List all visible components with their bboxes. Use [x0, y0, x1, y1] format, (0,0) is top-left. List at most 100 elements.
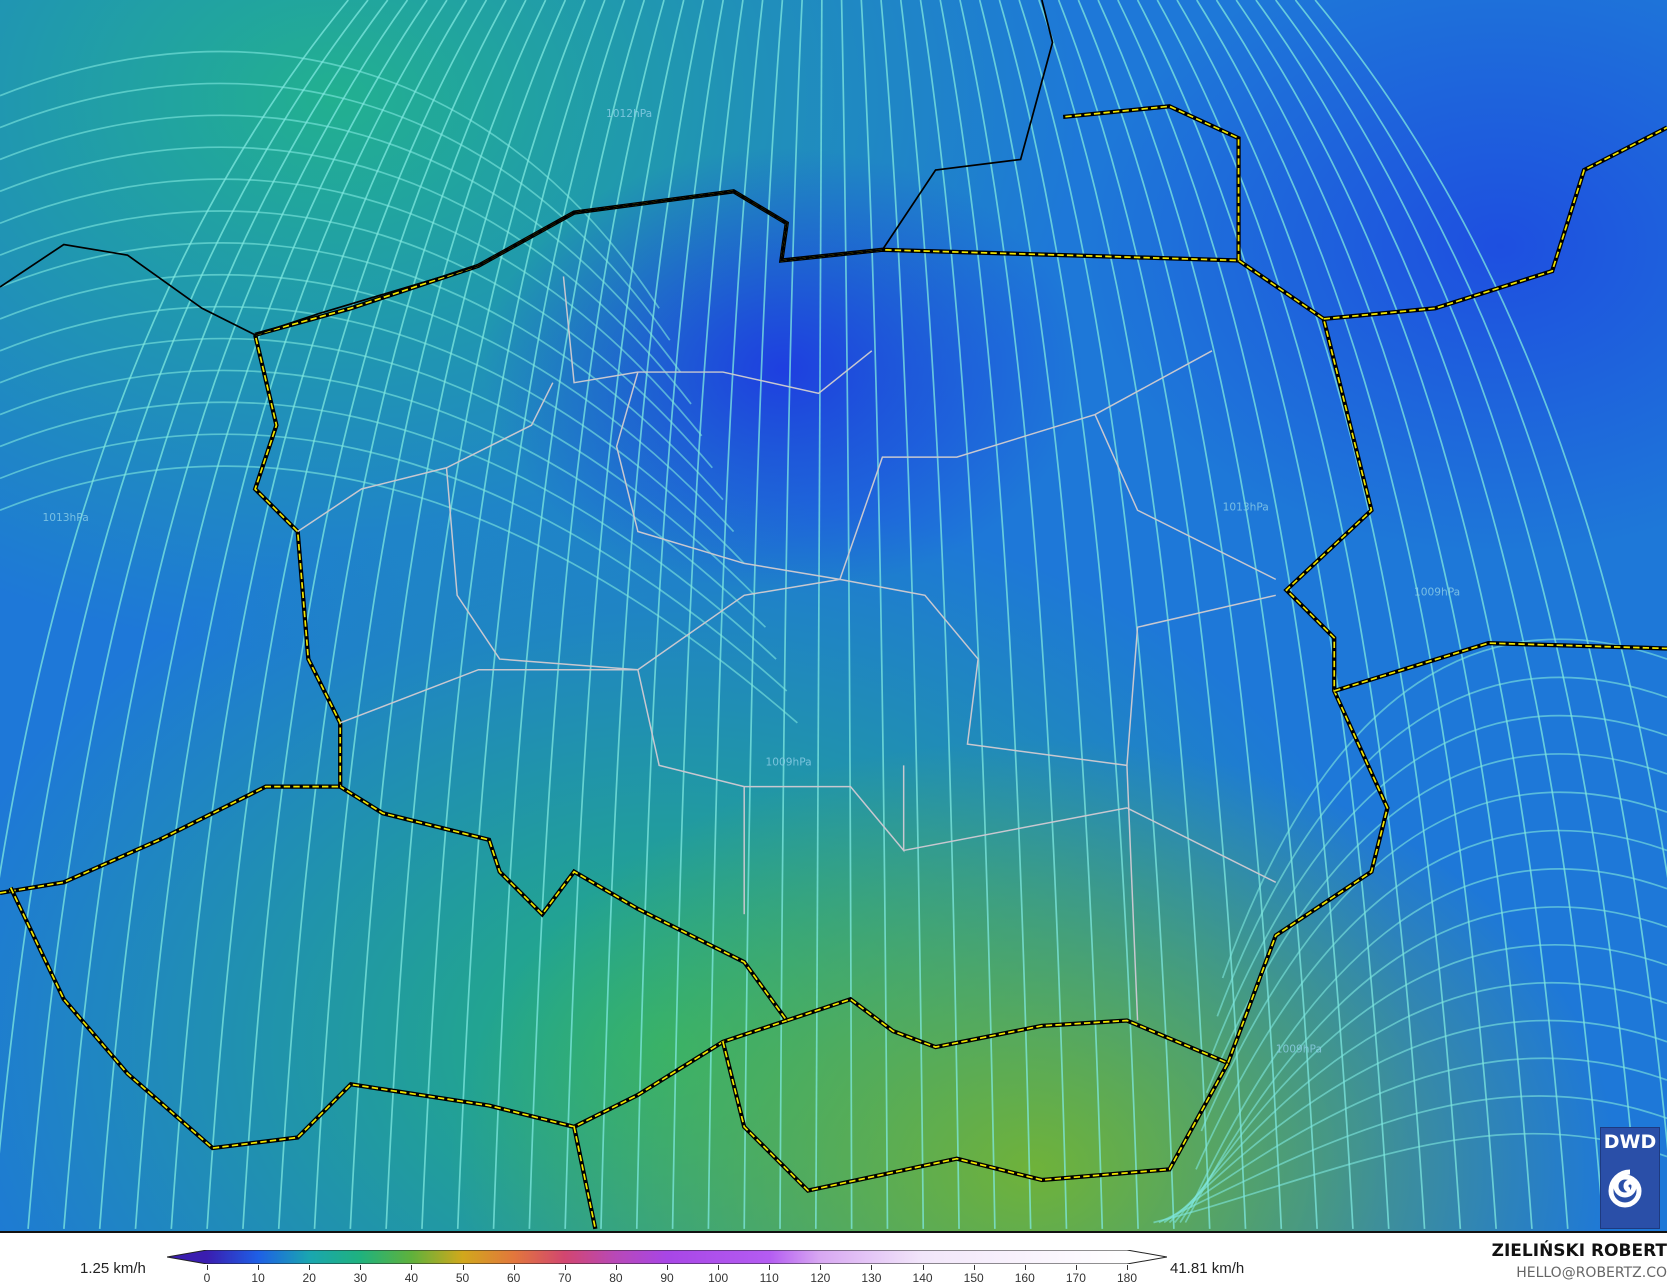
tick-mark: [820, 1265, 822, 1270]
streamline: [385, 0, 586, 1229]
streamline: [277, 0, 527, 1229]
streamline: [0, 305, 745, 565]
streamline: [978, 0, 1104, 1229]
spiral-icon: [1608, 1169, 1642, 1208]
isobar-label: 1013hPa: [1223, 500, 1269, 513]
streamline: [1038, 0, 1211, 1229]
streamline: [939, 0, 1032, 1229]
streamline: [564, 0, 685, 1229]
streamlines: [0, 0, 1667, 1229]
tick-mark: [718, 1265, 720, 1270]
streamline: [0, 433, 788, 692]
tick-label: 170: [1065, 1271, 1086, 1285]
tick-mark: [1127, 1265, 1128, 1270]
streamline: [1294, 0, 1667, 1150]
isobar-label: 1012hPa: [606, 107, 652, 120]
streamline: [880, 0, 925, 1229]
region-border: [297, 382, 554, 533]
streamline: [0, 146, 692, 405]
streamline: [1168, 1019, 1667, 1224]
isobar-label: 1009hPa: [1414, 585, 1460, 598]
streamline: [0, 465, 798, 724]
tick-label: 130: [861, 1271, 882, 1285]
streamline: [349, 0, 567, 1229]
streamline: [1200, 791, 1667, 1132]
borders: [0, 0, 1667, 1230]
streamline: [0, 369, 767, 628]
streamline: [1163, 1057, 1667, 1224]
streamline: [860, 0, 889, 1229]
tick-label: 0: [203, 1271, 211, 1285]
streamline: [1235, 0, 1569, 1229]
region-border: [1094, 414, 1277, 581]
tick-label: 50: [455, 1271, 470, 1285]
tick-label: 90: [660, 1271, 674, 1285]
tick-label: 160: [1014, 1271, 1035, 1285]
streamline: [1275, 0, 1641, 1229]
streamline: [779, 0, 803, 1229]
streamline: [528, 0, 665, 1229]
isobar-label: 1009hPa: [765, 755, 811, 768]
tick-label: 150: [963, 1271, 984, 1285]
streamline: [919, 0, 996, 1229]
streamline: [1156, 0, 1426, 1229]
streamline: [0, 82, 671, 341]
tick-label: 110: [759, 1271, 779, 1285]
country-border: [573, 1126, 597, 1230]
streamline: [63, 0, 409, 1229]
dwd-logo: DWD: [1600, 1127, 1660, 1229]
streamline: [635, 0, 725, 1229]
tick-mark: [1075, 1265, 1077, 1270]
tick-mark: [871, 1265, 873, 1270]
country-border: [0, 785, 341, 894]
streamline: [1195, 829, 1667, 1170]
streamline: [1018, 0, 1175, 1229]
tick-label: 60: [506, 1271, 521, 1285]
tick-mark: [1024, 1265, 1026, 1270]
streamline: [1189, 868, 1667, 1208]
streamline: [0, 210, 713, 469]
streamline: [456, 0, 626, 1229]
country-border: [1323, 126, 1667, 320]
tick-mark: [309, 1265, 311, 1270]
max-value-label: 41.81 km/h: [1170, 1260, 1245, 1277]
streamline: [98, 0, 428, 1229]
streamline: [1117, 0, 1354, 1229]
streamline: [421, 0, 606, 1229]
streamline: [0, 401, 777, 660]
streamline: [313, 0, 547, 1229]
region-border: [637, 669, 905, 853]
streamline: [1255, 0, 1605, 1229]
streamline: [27, 0, 389, 1229]
streamline: [1211, 714, 1667, 1055]
streamline: [0, 0, 349, 879]
country-border: [722, 1041, 1229, 1192]
streamline: [1158, 1095, 1667, 1224]
streamline: [206, 0, 488, 1229]
country-border: [1333, 642, 1667, 692]
streamline: [1057, 0, 1247, 1229]
streamline: [1184, 906, 1667, 1223]
tick-label: 120: [810, 1271, 831, 1285]
region-border: [339, 668, 638, 724]
streamline: [743, 0, 784, 1229]
streamline: [959, 0, 1068, 1229]
tick-mark: [513, 1265, 515, 1270]
streamline: [0, 178, 703, 437]
tick-label: 140: [912, 1271, 933, 1285]
streamline: [671, 0, 744, 1229]
author-name: ZIELIŃSKI ROBERT: [1491, 1241, 1667, 1261]
streamline: [1196, 0, 1497, 1229]
signature: ZIELIŃSKI ROBERT HELLO@ROBERTZ.CO: [1492, 1241, 1667, 1281]
min-value-label: 1.25 km/h: [80, 1260, 146, 1277]
streamline: [1215, 0, 1533, 1229]
tick-label: 40: [404, 1271, 419, 1285]
author-email: HELLO@ROBERTZ.CO: [1516, 1265, 1667, 1281]
colorbar-bar: [167, 1250, 1167, 1264]
tick-label: 10: [251, 1271, 265, 1285]
tick-label: 100: [708, 1271, 729, 1285]
streamline: [1216, 676, 1667, 1017]
colorbar: [167, 1250, 1167, 1264]
streamline: [1221, 638, 1667, 979]
wind-map: 1012hPa 1013hPa 1013hPa 1009hPa 1009hPa 1009h…: [0, 0, 1667, 1233]
